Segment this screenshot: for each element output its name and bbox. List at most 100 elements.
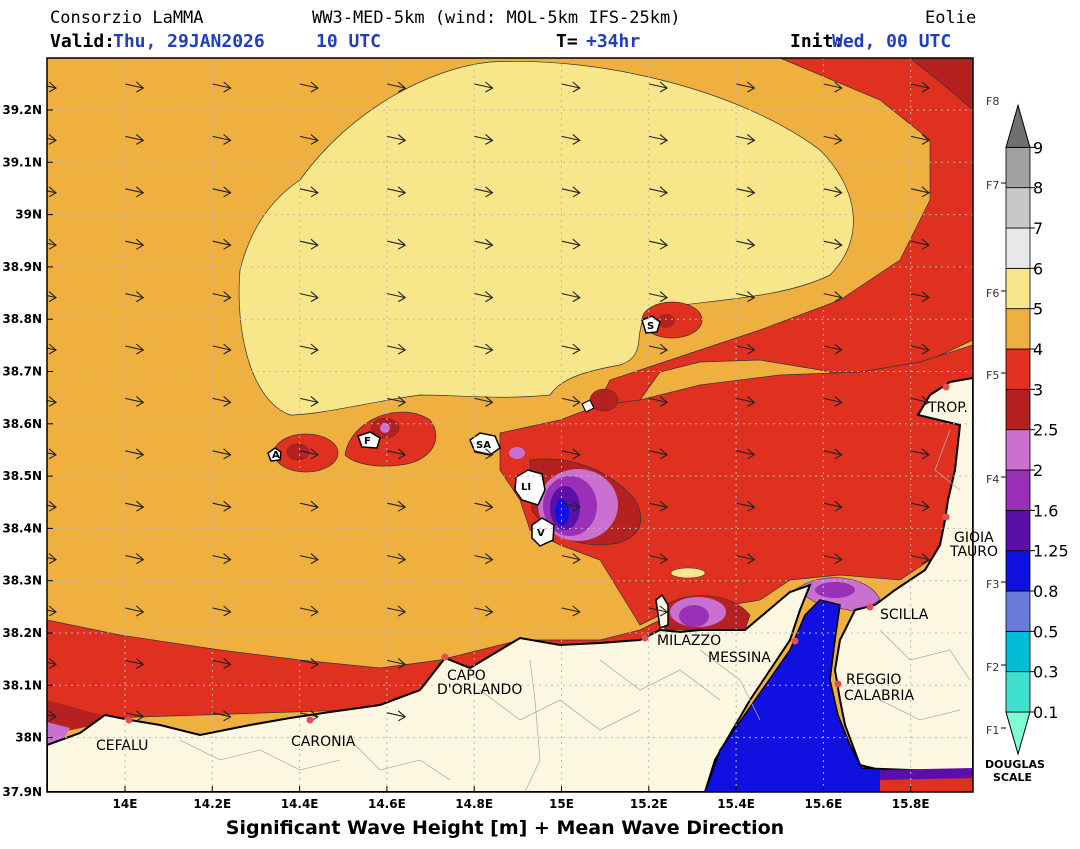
douglas-level-label: F4 (986, 473, 999, 486)
y-tick-label: 39.2N (2, 103, 42, 117)
wave-arrow (823, 238, 843, 250)
x-tick-label: 14E (113, 797, 138, 811)
valid-label: Valid: (50, 31, 116, 52)
wave-arrow (736, 500, 756, 512)
colorbar-segment (1005, 429, 1031, 471)
colorbar-level-label: 8 (1033, 179, 1043, 198)
wave-arrow (648, 238, 669, 250)
colorbar-segment (1005, 469, 1031, 511)
wave-arrow (125, 500, 145, 512)
wave-arrow (212, 710, 232, 722)
wave-arrow (212, 291, 232, 303)
colorbar-segment (1005, 630, 1031, 673)
y-tick-label: 39.1N (2, 155, 42, 169)
wave-arrow (125, 605, 145, 617)
wave-arrow (47, 133, 57, 145)
label-lipari: LI (521, 482, 531, 493)
label-capo: CAPO (447, 668, 486, 684)
wave-arrow (47, 395, 57, 407)
wave-arrow (387, 395, 407, 407)
wave-arrow (387, 343, 407, 355)
colorbar-segment (1005, 308, 1031, 350)
wave-arrow (648, 291, 669, 303)
colorbar-level-label: 5 (1033, 300, 1043, 319)
sea-5m-spot (670, 567, 706, 579)
wave-arrow (823, 500, 843, 512)
wave-arrow (47, 291, 57, 303)
wave-arrow (648, 343, 669, 355)
wave-arrow (561, 553, 581, 565)
wave-arrow (910, 343, 930, 355)
wave-arrow (648, 81, 669, 93)
wave-arrow (561, 605, 581, 617)
colorbar-segment (1005, 348, 1031, 390)
milazzo-cape (655, 593, 669, 630)
wave-arrow (910, 500, 930, 512)
sea-2-5m-zone-cefalu (47, 700, 120, 735)
wave-arrow (387, 553, 407, 565)
y-tick-label: 38.7N (2, 365, 42, 379)
y-tick-label: 38.1N (2, 678, 42, 692)
colorbar-level-label: 6 (1033, 259, 1043, 278)
sicily-land (47, 583, 812, 792)
wave-arrow (299, 500, 319, 512)
cefalu-marker (125, 716, 133, 724)
vulcano-island (531, 517, 555, 547)
label-reggio: REGGIO (846, 672, 901, 688)
wave-arrow (125, 657, 145, 669)
wave-arrow (47, 553, 57, 565)
filicudi-wave-bubble (344, 411, 437, 467)
colorbar-segment (1005, 146, 1031, 189)
map-title: Significant Wave Height [m] + Mean Wave … (225, 817, 785, 839)
wave-arrow (736, 553, 756, 565)
wave-arrow (387, 500, 407, 512)
wave-arrow (299, 605, 319, 617)
messina-marker (791, 637, 799, 645)
tropea-marker (942, 383, 950, 391)
wave-arrow (736, 291, 756, 303)
wave-arrow (736, 186, 756, 198)
label-tropea: TROP. (927, 400, 968, 416)
douglas-level-label: F1 (986, 724, 999, 737)
douglas-level-label: F3 (986, 578, 999, 591)
place-markers (125, 383, 950, 724)
colorbar-level-label: 0.1 (1033, 703, 1058, 722)
wave-arrow (561, 133, 581, 145)
wave-arrow (910, 395, 930, 407)
wave-arrow (299, 448, 319, 460)
wave-direction-arrows (47, 81, 930, 722)
wave-arrow (299, 291, 319, 303)
y-tick-label: 38.9N (2, 260, 42, 274)
douglas-level-label: F2 (986, 661, 999, 674)
colorbar-segment (1005, 590, 1031, 632)
label-alicudi: A (272, 450, 280, 461)
wave-arrow (474, 291, 494, 303)
model-name: WW3-MED-5km (wind: MOL-5km IFS-25km) (312, 8, 681, 28)
stromboli-wave-core (657, 314, 675, 328)
y-tick-label: 39N (15, 208, 42, 222)
wave-arrow (474, 81, 494, 93)
wave-arrow (648, 500, 669, 512)
wave-arrow (387, 448, 407, 460)
wave-arrow (387, 186, 407, 198)
label-calabria: CALABRIA (844, 688, 915, 704)
area-name: Eolie (925, 8, 977, 28)
wave-arrow (212, 448, 232, 460)
wave-arrow (474, 448, 494, 460)
scale-label: SCALE (993, 771, 1032, 784)
x-tick-label: 15.6E (804, 797, 842, 811)
wave-arrow (910, 291, 930, 303)
wave-arrow (125, 238, 145, 250)
filicudi-island (357, 431, 381, 449)
wave-arrow (212, 657, 232, 669)
colorbar-level-label: 0.5 (1033, 622, 1058, 641)
x-tick-label: 14.2E (193, 797, 231, 811)
salina-island (469, 432, 501, 456)
colorbar-segment (1005, 509, 1031, 552)
y-tick-label: 37.9N (2, 785, 42, 799)
southeast-red-strip (880, 778, 973, 792)
wave-arrow (736, 395, 756, 407)
wave-arrow (474, 395, 494, 407)
x-tick-label: 15.4E (717, 797, 755, 811)
